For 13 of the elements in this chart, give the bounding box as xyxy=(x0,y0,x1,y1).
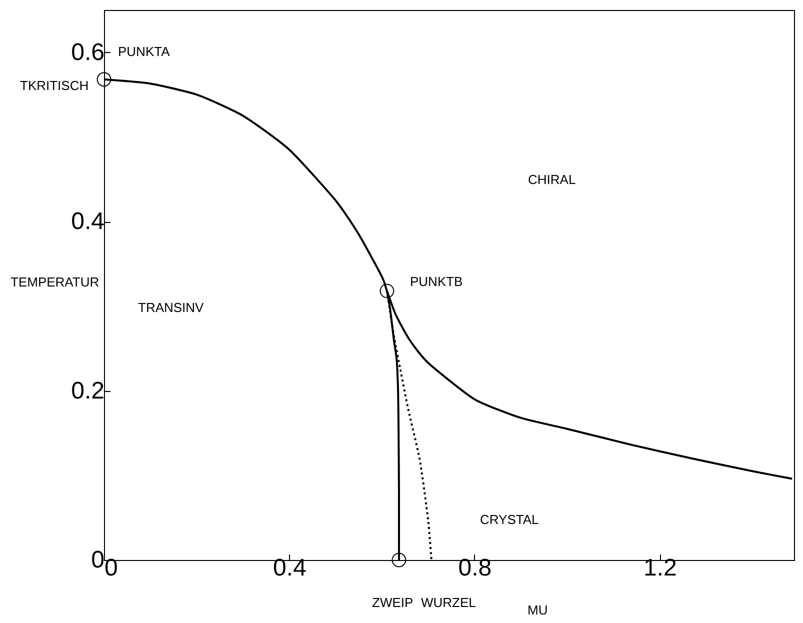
annotation: CRYSTAL xyxy=(480,512,539,527)
y-axis-title: TEMPERATUR xyxy=(10,274,100,290)
x-axis-title: MU xyxy=(528,602,548,618)
y-tick-label: 0.2 xyxy=(71,377,104,404)
text: TKRITISCH xyxy=(20,78,89,93)
text: ZWEIP xyxy=(372,595,414,610)
annotation: PUNKTA xyxy=(118,44,170,59)
annotation: PUNKTB xyxy=(410,274,463,289)
y-tick-label: 0.4 xyxy=(71,208,104,236)
text: WURZEL xyxy=(421,595,476,610)
annotation: CHIRAL xyxy=(528,172,576,187)
annotation: TRANSINV xyxy=(138,300,204,315)
y-tick-label: 0.6 xyxy=(71,38,104,66)
